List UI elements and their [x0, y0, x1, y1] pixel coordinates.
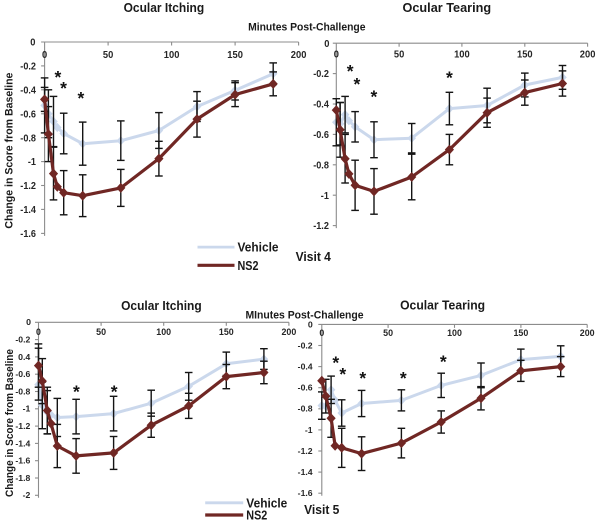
svg-text:*: *: [332, 352, 339, 372]
svg-text:0.4: 0.4: [18, 352, 31, 362]
svg-text:100: 100: [447, 327, 462, 338]
svg-text:-1: -1: [305, 426, 313, 435]
svg-text:200: 200: [282, 326, 297, 337]
svg-text:NS2: NS2: [246, 508, 267, 523]
svg-text:-0.8: -0.8: [313, 160, 329, 171]
svg-text:Change in Score from Baseline: Change in Score from Baseline: [4, 73, 16, 229]
svg-text:-1.4: -1.4: [15, 438, 30, 448]
svg-text:*: *: [359, 368, 366, 388]
svg-text:*: *: [353, 74, 360, 94]
svg-text:-0.8: -0.8: [20, 133, 36, 144]
svg-text:Ocular Tearing: Ocular Tearing: [403, 0, 492, 15]
svg-text:*: *: [111, 381, 118, 401]
svg-text:-0.4: -0.4: [20, 85, 36, 96]
svg-text:100: 100: [454, 50, 470, 61]
svg-text:Ocular Itching: Ocular Itching: [121, 298, 202, 313]
svg-text:-1.2: -1.2: [20, 181, 36, 192]
svg-text:100: 100: [156, 326, 171, 337]
svg-text:-2: -2: [23, 490, 31, 500]
svg-text:Vehicle: Vehicle: [246, 495, 287, 510]
svg-text:Change in Score from Baseline: Change in Score from Baseline: [4, 349, 16, 497]
svg-text:-1: -1: [28, 157, 36, 168]
svg-text:-0.4: -0.4: [313, 100, 329, 111]
svg-text:50: 50: [103, 50, 114, 61]
svg-text:-1.2: -1.2: [313, 221, 329, 232]
svg-text:150: 150: [517, 50, 533, 61]
svg-text:0: 0: [42, 50, 48, 61]
svg-text:-1.8: -1.8: [15, 473, 30, 483]
svg-text:200: 200: [291, 50, 307, 61]
svg-text:-1.4: -1.4: [20, 205, 36, 216]
svg-text:-1: -1: [321, 191, 329, 202]
svg-text:-1.6: -1.6: [20, 229, 36, 240]
svg-text:-1.6: -1.6: [15, 456, 30, 466]
svg-text:*: *: [370, 86, 377, 106]
svg-text:*: *: [73, 381, 80, 401]
svg-text:*: *: [446, 68, 453, 88]
svg-text:-1.6: -1.6: [298, 489, 313, 498]
svg-text:Minutes Post-Challenge: Minutes Post-Challenge: [248, 21, 365, 33]
svg-text:0: 0: [30, 38, 36, 49]
svg-text:-0.2: -0.2: [15, 335, 30, 345]
svg-text:-0.2: -0.2: [313, 69, 329, 80]
svg-text:-0.6: -0.6: [313, 130, 329, 141]
svg-text:*: *: [339, 364, 346, 384]
svg-text:-0.8: -0.8: [15, 386, 30, 396]
svg-text:-0.2: -0.2: [298, 341, 313, 350]
svg-text:0: 0: [334, 50, 340, 61]
svg-text:-1: -1: [23, 404, 31, 414]
svg-text:150: 150: [219, 326, 234, 337]
svg-text:-0.8: -0.8: [298, 405, 313, 414]
svg-text:150: 150: [227, 50, 243, 61]
svg-text:0: 0: [26, 317, 31, 327]
svg-text:*: *: [400, 368, 407, 388]
svg-text:Vehicle: Vehicle: [238, 240, 279, 255]
svg-text:-0.6: -0.6: [15, 369, 30, 379]
svg-text:NS2: NS2: [238, 258, 259, 273]
svg-text:Visit 4: Visit 4: [296, 249, 332, 264]
svg-text:*: *: [77, 88, 84, 108]
svg-text:0: 0: [308, 320, 313, 329]
svg-text:0: 0: [36, 326, 41, 337]
svg-text:0: 0: [324, 39, 330, 50]
svg-text:0: 0: [319, 327, 324, 338]
svg-text:*: *: [440, 352, 447, 372]
svg-text:*: *: [54, 67, 61, 87]
svg-text:-1.4: -1.4: [298, 468, 313, 477]
svg-text:200: 200: [580, 50, 596, 61]
svg-text:50: 50: [394, 50, 405, 61]
svg-text:50: 50: [96, 326, 106, 337]
svg-text:Ocular Tearing: Ocular Tearing: [400, 298, 485, 313]
svg-text:200: 200: [580, 327, 595, 338]
svg-text:-0.6: -0.6: [298, 384, 313, 393]
svg-text:-0.4: -0.4: [298, 363, 313, 372]
svg-text:Ocular Itching: Ocular Itching: [124, 0, 205, 15]
svg-text:-0.2: -0.2: [20, 62, 36, 73]
svg-text:*: *: [60, 78, 67, 98]
svg-text:-1.2: -1.2: [15, 421, 30, 431]
svg-text:-0.6: -0.6: [20, 109, 36, 120]
svg-text:50: 50: [383, 327, 393, 338]
svg-text:100: 100: [164, 50, 180, 61]
svg-text:Visit 5: Visit 5: [304, 502, 339, 517]
svg-text:150: 150: [514, 327, 529, 338]
svg-text:MInutes Post-Challenge: MInutes Post-Challenge: [245, 309, 363, 321]
svg-text:*: *: [347, 61, 354, 81]
svg-text:-1.2: -1.2: [298, 447, 313, 456]
